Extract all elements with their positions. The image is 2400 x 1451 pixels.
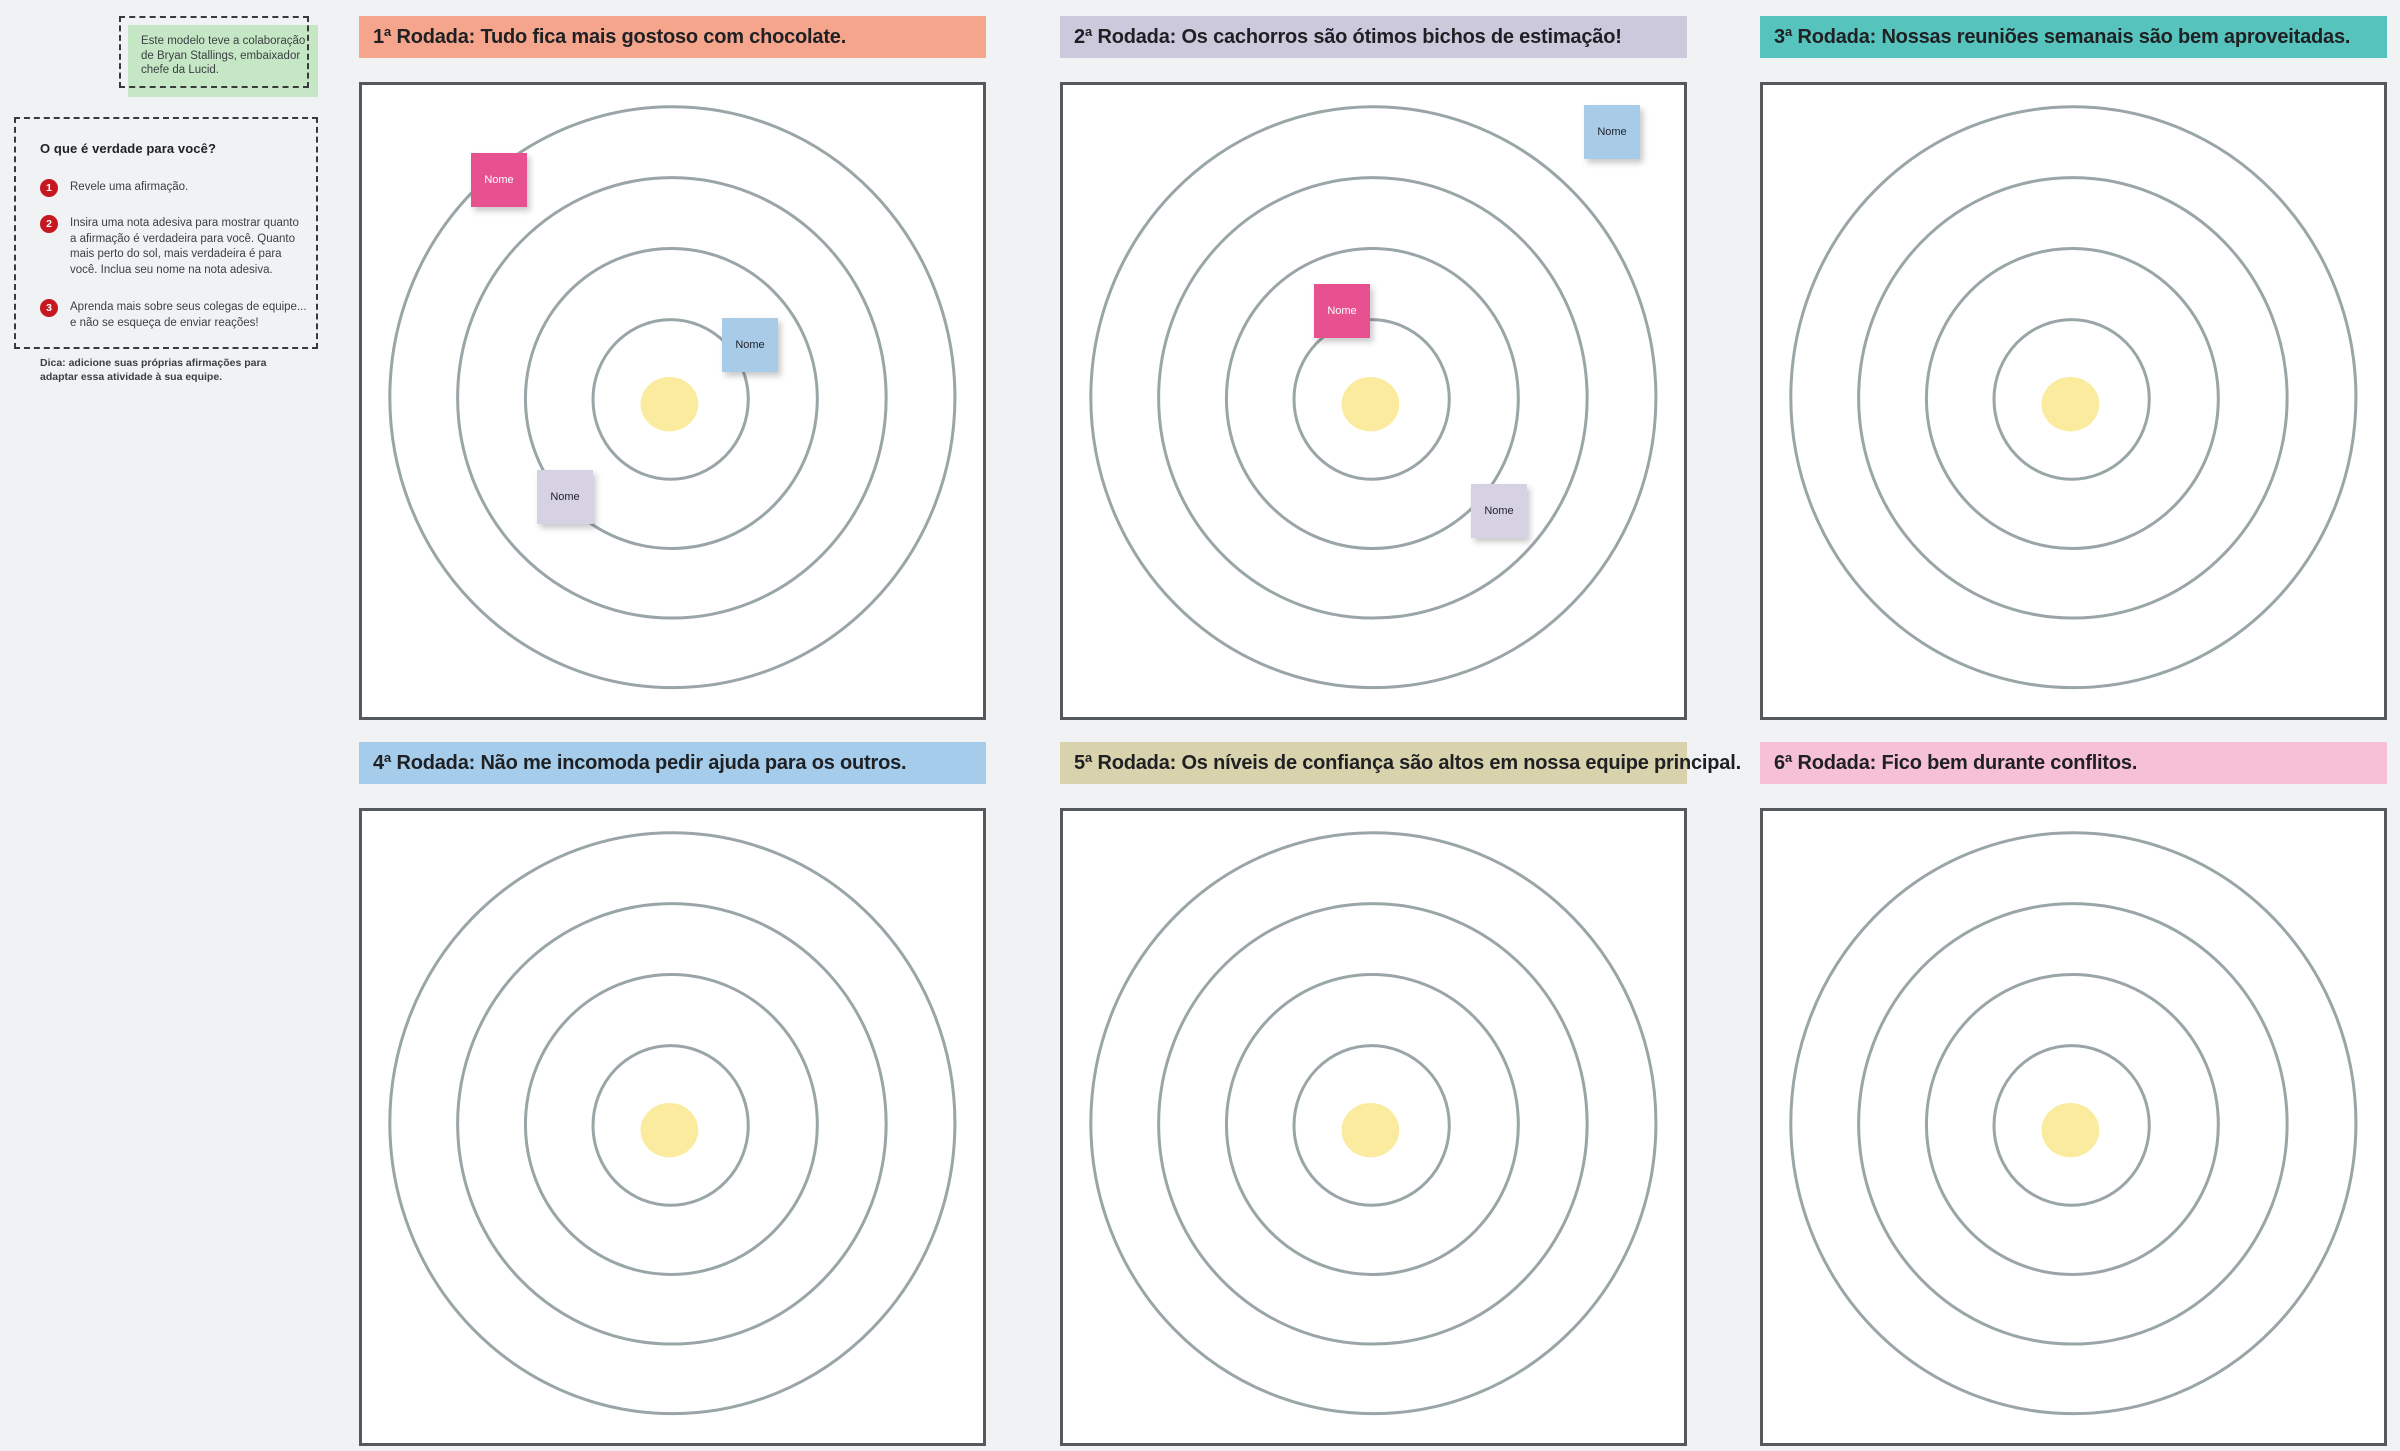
sticky-note[interactable]: Nome: [722, 318, 778, 372]
step-text-2: Insira uma nota adesiva para mostrar qua…: [70, 217, 299, 276]
sun-center: [640, 1102, 699, 1158]
sticky-note[interactable]: Nome: [1314, 284, 1370, 338]
board-frame-6[interactable]: [1760, 808, 2387, 1446]
sticky-note-label: Nome: [550, 491, 580, 503]
board-round-5[interactable]: 5ª Rodada: Os níveis de confiança são al…: [1060, 742, 1741, 1446]
sun-center: [1341, 1102, 1400, 1158]
board-header-1[interactable]: 1ª Rodada: Tudo fica mais gostoso com ch…: [359, 16, 986, 58]
concentric-rings-diagram: [1789, 105, 2358, 690]
sticky-note-label: Nome: [735, 339, 765, 351]
sticky-note[interactable]: Nome: [1471, 484, 1527, 538]
board-header-3[interactable]: 3ª Rodada: Nossas reuniões semanais são …: [1760, 16, 2387, 58]
orbit-ring-3: [1224, 246, 1520, 550]
sun-center: [1341, 376, 1400, 432]
board-header-2[interactable]: 2ª Rodada: Os cachorros são ótimos bicho…: [1060, 16, 1687, 58]
sticky-note-label: Nome: [1597, 126, 1627, 138]
step-number-badge-3: 3: [40, 299, 58, 317]
step-text-3: Aprenda mais sobre seus colegas de equip…: [70, 301, 307, 329]
instructions-title: O que é verdade para você?: [40, 141, 217, 156]
concentric-rings-diagram: [388, 105, 957, 690]
orbit-ring-4: [1292, 1044, 1451, 1207]
orbit-ring-4: [591, 318, 750, 481]
credit-note: Este modelo teve a colaboração de Bryan …: [119, 16, 318, 97]
board-header-6[interactable]: 6ª Rodada: Fico bem durante conflitos.: [1760, 742, 2387, 784]
sun-center: [2041, 1102, 2100, 1158]
orbit-ring-4: [1292, 318, 1451, 481]
credit-note-dashed-frame: [119, 16, 309, 88]
instruction-step-1: 1 Revele uma afirmação.: [40, 179, 308, 197]
orbit-ring-1: [388, 105, 957, 690]
board-round-4[interactable]: 4ª Rodada: Não me incomoda pedir ajuda p…: [359, 742, 986, 1446]
orbit-ring-3: [1924, 246, 2220, 550]
board-round-2[interactable]: 2ª Rodada: Os cachorros são ótimos bicho…: [1060, 16, 1687, 720]
orbit-ring-2: [1857, 902, 2289, 1346]
concentric-rings-diagram: [1789, 831, 2358, 1416]
sticky-note[interactable]: Nome: [471, 153, 527, 207]
concentric-rings-diagram: [1089, 105, 1658, 690]
orbit-ring-1: [1089, 105, 1658, 690]
orbit-ring-2: [456, 902, 888, 1346]
orbit-ring-2: [456, 176, 888, 620]
orbit-ring-3: [1224, 972, 1520, 1276]
credit-note-fill: [128, 25, 318, 97]
board-header-5[interactable]: 5ª Rodada: Os níveis de confiança são al…: [1060, 742, 1741, 784]
orbit-ring-4: [1992, 1044, 2151, 1207]
orbit-ring-1: [1789, 831, 2358, 1416]
board-title-1: 1ª Rodada: Tudo fica mais gostoso com ch…: [373, 25, 847, 48]
board-title-3: 3ª Rodada: Nossas reuniões semanais são …: [1774, 25, 2351, 48]
orbit-ring-2: [1157, 176, 1589, 620]
board-title-4: 4ª Rodada: Não me incomoda pedir ajuda p…: [373, 751, 907, 774]
orbit-ring-1: [1089, 831, 1658, 1416]
board-frame-3[interactable]: [1760, 82, 2387, 720]
board-header-4[interactable]: 4ª Rodada: Não me incomoda pedir ajuda p…: [359, 742, 986, 784]
orbit-ring-3: [523, 246, 819, 550]
sun-center: [640, 376, 699, 432]
board-round-3[interactable]: 3ª Rodada: Nossas reuniões semanais são …: [1760, 16, 2387, 720]
board-round-6[interactable]: 6ª Rodada: Fico bem durante conflitos.: [1760, 742, 2387, 1446]
orbit-ring-3: [1924, 972, 2220, 1276]
orbit-ring-1: [388, 831, 957, 1416]
instructions-panel: O que é verdade para você? 1 Revele uma …: [14, 117, 318, 383]
sticky-note-label: Nome: [1484, 505, 1514, 517]
orbit-ring-4: [591, 1044, 750, 1207]
orbit-ring-4: [1992, 318, 2151, 481]
sticky-note[interactable]: Nome: [1584, 105, 1640, 159]
sticky-note-label: Nome: [484, 174, 514, 186]
step-text-1: Revele uma afirmação.: [70, 181, 189, 193]
board-round-1[interactable]: 1ª Rodada: Tudo fica mais gostoso com ch…: [359, 16, 986, 720]
board-frame-4[interactable]: [359, 808, 986, 1446]
sun-center: [2041, 376, 2100, 432]
board-frame-5[interactable]: [1060, 808, 1687, 1446]
step-number-badge-2: 2: [40, 215, 58, 233]
instructions-tip: Dica: adicione suas próprias afirmações …: [40, 357, 267, 383]
sticky-note-label: Nome: [1327, 305, 1357, 317]
concentric-rings-diagram: [388, 831, 957, 1416]
step-number-badge-1: 1: [40, 179, 58, 197]
board-frame-1[interactable]: [359, 82, 986, 720]
board-title-5: 5ª Rodada: Os níveis de confiança são al…: [1074, 751, 1741, 774]
orbit-ring-3: [523, 972, 819, 1276]
orbit-ring-2: [1157, 902, 1589, 1346]
instruction-step-2: 2 Insira uma nota adesiva para mostrar q…: [40, 215, 308, 278]
orbit-ring-2: [1857, 176, 2289, 620]
board-title-6: 6ª Rodada: Fico bem durante conflitos.: [1774, 751, 2138, 774]
board-frame-2[interactable]: [1060, 82, 1687, 720]
board-title-2: 2ª Rodada: Os cachorros são ótimos bicho…: [1074, 25, 1622, 48]
concentric-rings-diagram: [1089, 831, 1658, 1416]
sticky-note[interactable]: Nome: [537, 470, 593, 524]
instruction-step-3: 3 Aprenda mais sobre seus colegas de equ…: [40, 299, 308, 331]
credit-note-text: Este modelo teve a colaboração de Bryan …: [141, 35, 306, 76]
orbit-ring-1: [1789, 105, 2358, 690]
